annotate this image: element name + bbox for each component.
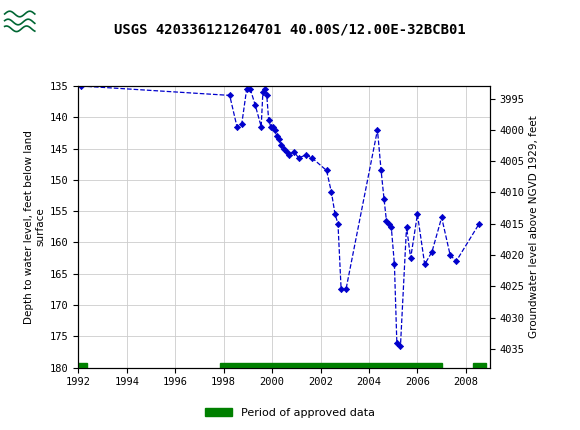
Y-axis label: Depth to water level, feet below land
surface: Depth to water level, feet below land su…: [24, 130, 46, 324]
Bar: [473, 362, 487, 371]
FancyBboxPatch shape: [3, 3, 72, 37]
Bar: [78, 362, 87, 371]
Text: USGS 420336121264701 40.00S/12.00E-32BCB01: USGS 420336121264701 40.00S/12.00E-32BCB…: [114, 22, 466, 37]
Text: USGS: USGS: [38, 11, 93, 29]
Legend: Period of approved data: Period of approved data: [200, 403, 380, 422]
Y-axis label: Groundwater level above NGVD 1929, feet: Groundwater level above NGVD 1929, feet: [529, 115, 539, 338]
Bar: [220, 362, 441, 371]
